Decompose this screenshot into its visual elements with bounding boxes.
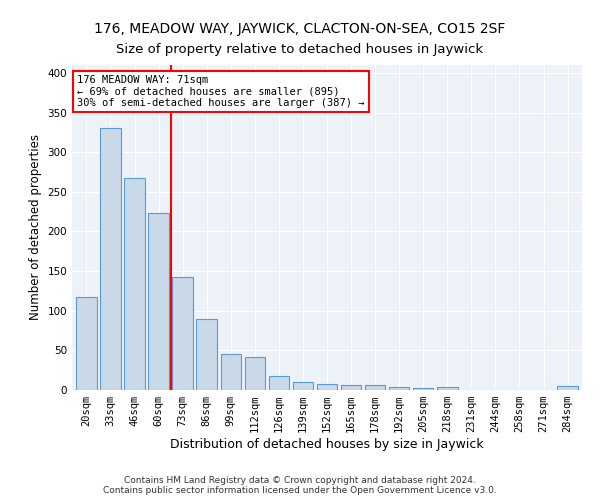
Bar [365,385,385,390]
Bar [76,298,97,390]
Bar [196,318,217,390]
Bar [172,278,193,390]
Bar [413,388,433,390]
Bar [389,387,409,390]
Bar [148,213,169,390]
Text: 176 MEADOW WAY: 71sqm
← 69% of detached houses are smaller (895)
30% of semi-det: 176 MEADOW WAY: 71sqm ← 69% of detached … [77,74,365,108]
Bar [100,128,121,390]
Bar [124,178,145,390]
Y-axis label: Number of detached properties: Number of detached properties [29,134,42,320]
Bar [341,385,361,390]
Bar [293,382,313,390]
Text: Size of property relative to detached houses in Jaywick: Size of property relative to detached ho… [116,42,484,56]
Bar [269,376,289,390]
Bar [221,354,241,390]
Bar [557,386,578,390]
Bar [437,387,458,390]
Text: 176, MEADOW WAY, JAYWICK, CLACTON-ON-SEA, CO15 2SF: 176, MEADOW WAY, JAYWICK, CLACTON-ON-SEA… [94,22,506,36]
Bar [245,356,265,390]
Bar [317,384,337,390]
Text: Contains HM Land Registry data © Crown copyright and database right 2024.
Contai: Contains HM Land Registry data © Crown c… [103,476,497,495]
X-axis label: Distribution of detached houses by size in Jaywick: Distribution of detached houses by size … [170,438,484,451]
